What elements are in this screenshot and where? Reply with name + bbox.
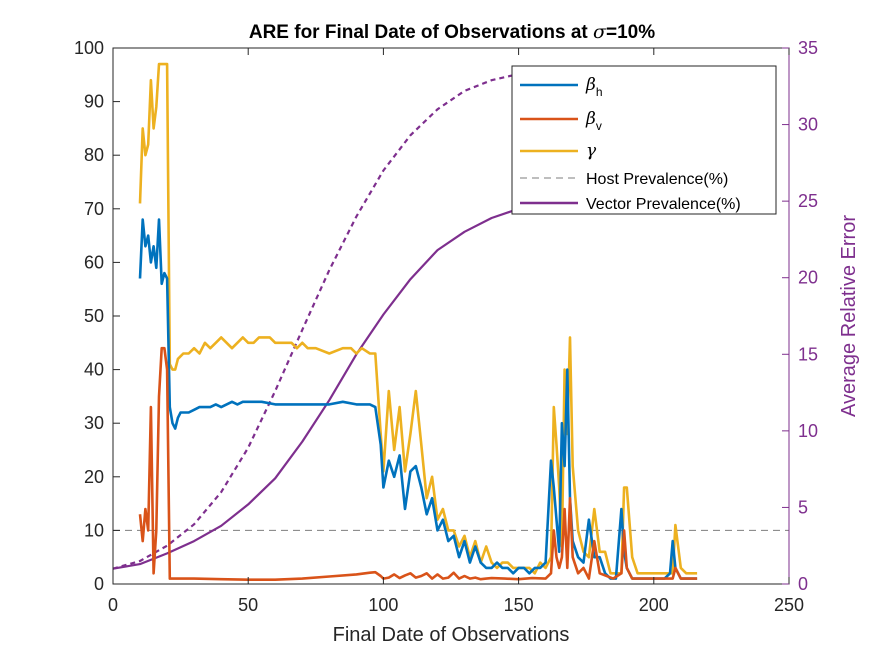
x-tick-label: 0 — [108, 595, 118, 615]
y-tick-label-right: 25 — [798, 191, 818, 211]
chart-title: ARE for Final Date of Observations at σ=… — [249, 21, 655, 43]
legend-entry-beta-h: βh — [520, 75, 603, 99]
y-tick-label-right: 5 — [798, 497, 808, 517]
y-tick-label-left: 10 — [84, 520, 104, 540]
x-tick-label: 200 — [639, 595, 669, 615]
x-axis-label: Final Date of Observations — [333, 624, 570, 646]
y-tick-label-left: 100 — [74, 38, 104, 58]
y-tick-label-left: 90 — [84, 92, 104, 112]
y-tick-label-left: 20 — [84, 467, 104, 487]
y-tick-label-right: 10 — [798, 421, 818, 441]
y-tick-label-left: 80 — [84, 145, 104, 165]
x-tick-label: 250 — [774, 595, 804, 615]
y-tick-label-left: 30 — [84, 413, 104, 433]
axes: 0 50 100 150 200 2500102030405060708090100051… — [74, 38, 818, 615]
legend: βh βv γ Host Prevalence(%) Vector Prevalence… — [511, 65, 777, 215]
x-tick-label: 50 — [238, 595, 258, 615]
legend-label: Vector Prevalence(%) — [586, 196, 741, 213]
series-line-vector-prevalence-dashed — [112, 68, 546, 570]
x-tick-label: 100 — [368, 595, 398, 615]
y-tick-label-right: 20 — [798, 268, 818, 288]
y-tick-label-right: 35 — [798, 38, 818, 58]
series-line-beta-v — [138, 346, 698, 582]
legend-box — [511, 65, 777, 215]
legend-entry-beta-v: βv — [520, 109, 602, 133]
y-tick-label-left: 60 — [84, 252, 104, 272]
y-tick-label-left: 70 — [84, 199, 104, 219]
y-tick-label-left: 40 — [84, 360, 104, 380]
legend-symbol: βh — [585, 75, 603, 99]
legend-entry-gamma: γ — [520, 141, 597, 161]
legend-entry-vector-prevalence: Vector Prevalence(%) — [520, 196, 741, 213]
x-tick-label: 150 — [504, 595, 534, 615]
y-axis-right-label: Average Relative Error — [838, 215, 860, 417]
y-tick-label-left: 0 — [94, 574, 104, 594]
y-tick-label-right: 30 — [798, 115, 818, 135]
legend-label: Host Prevalence(%) — [586, 171, 728, 188]
y-tick-label-left: 50 — [84, 306, 104, 326]
y-tick-label-right: 15 — [798, 344, 818, 364]
legend-entry-host-prevalence: Host Prevalence(%) — [520, 171, 728, 188]
legend-symbol: βv — [585, 109, 602, 133]
y-tick-label-right: 0 — [798, 574, 808, 594]
series-line-gamma — [138, 62, 698, 575]
legend-symbol: γ — [586, 141, 597, 161]
